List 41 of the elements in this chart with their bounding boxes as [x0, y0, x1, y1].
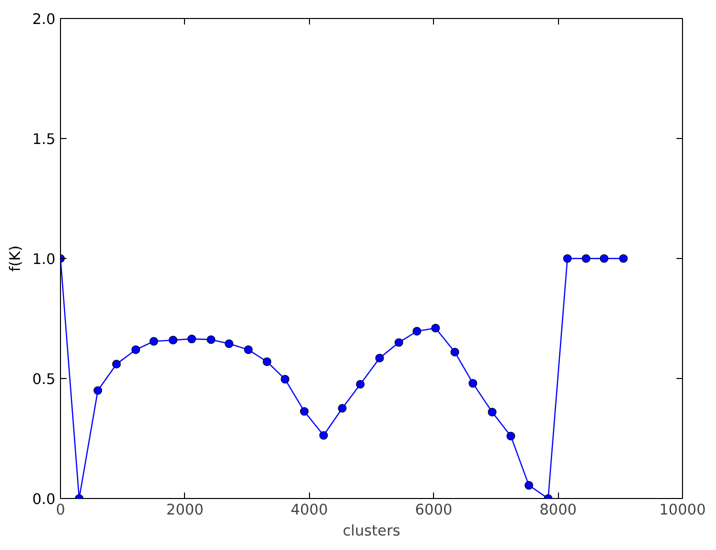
point	[112, 360, 121, 368]
y-tick-label: 1.5	[32, 131, 56, 148]
point	[206, 335, 216, 344]
point	[300, 407, 309, 416]
point	[150, 337, 158, 346]
point	[468, 379, 478, 388]
point	[619, 254, 628, 263]
point	[450, 348, 460, 356]
point	[563, 254, 572, 263]
y-tick-label: 2.0	[32, 11, 56, 28]
point	[582, 254, 590, 263]
point	[412, 326, 422, 336]
point	[524, 481, 534, 490]
point	[375, 354, 384, 362]
point	[187, 334, 196, 344]
x-tick-label: 4000	[290, 502, 328, 518]
x-tick-label: 8000	[539, 502, 577, 518]
x-tick-label: 2000	[166, 502, 204, 518]
y-tick-label: 1.0	[32, 251, 56, 268]
point	[319, 431, 328, 440]
point	[338, 404, 347, 413]
point	[280, 374, 290, 384]
y-axis-title: f(K)	[7, 245, 24, 272]
point	[600, 254, 608, 263]
x-axis-title: clusters	[342, 522, 400, 540]
point	[131, 345, 140, 354]
y-tick-label: 0.5	[32, 371, 56, 388]
point	[488, 408, 496, 416]
x-tick-label: 0	[56, 502, 66, 518]
point	[431, 324, 440, 332]
y-tick-label: 0.0	[32, 491, 56, 508]
point	[244, 345, 253, 354]
point	[506, 432, 516, 440]
x-tick-label: 6000	[415, 502, 452, 518]
point	[262, 357, 272, 366]
x-tick-label: 10000	[659, 502, 706, 518]
point	[394, 338, 404, 347]
point	[356, 380, 365, 389]
point	[224, 339, 234, 348]
point	[168, 336, 178, 344]
point	[94, 386, 102, 395]
